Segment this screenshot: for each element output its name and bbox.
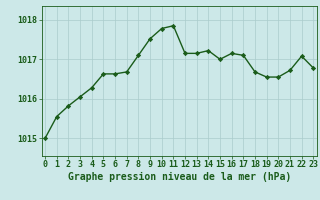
X-axis label: Graphe pression niveau de la mer (hPa): Graphe pression niveau de la mer (hPa) [68,172,291,182]
